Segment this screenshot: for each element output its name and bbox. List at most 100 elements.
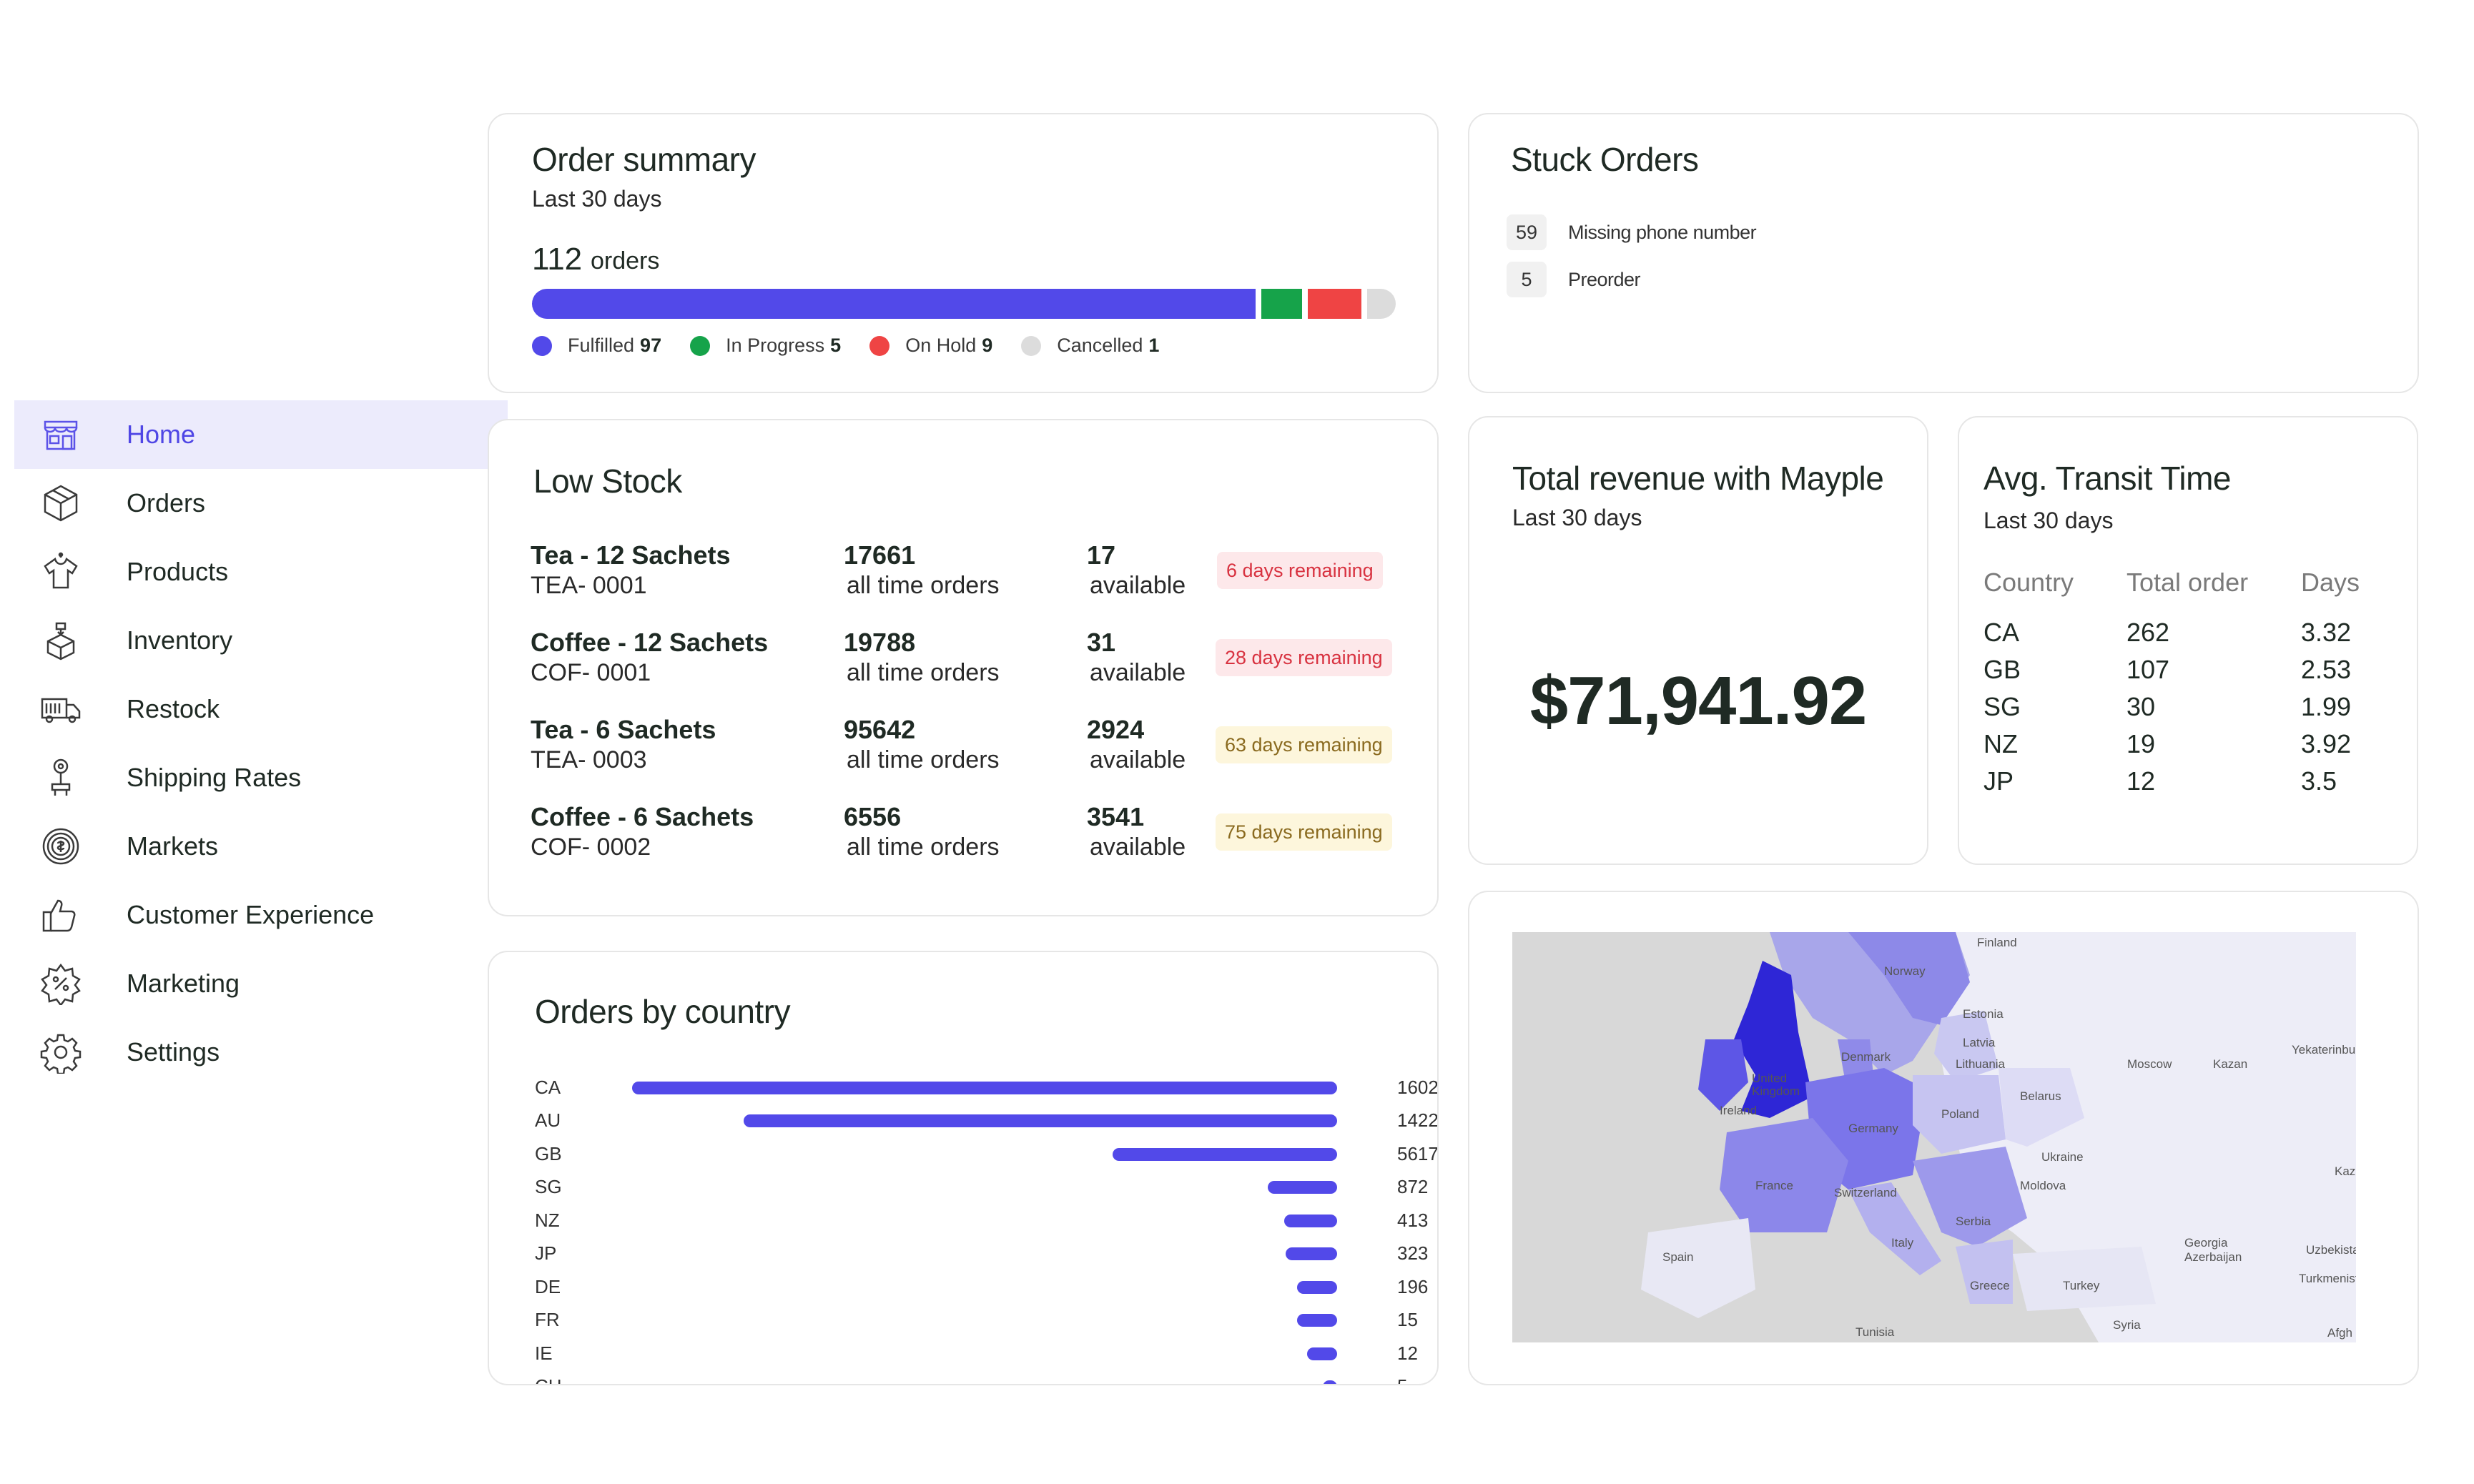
legend-on-hold: On Hold 9 [869, 335, 992, 357]
country-order-count: 413 [1397, 1210, 1429, 1231]
order-total-unit: orders [591, 247, 660, 274]
country-bar[interactable] [1286, 1247, 1337, 1260]
legend-label: On Hold [905, 335, 977, 356]
svg-text:United: United [1752, 1072, 1787, 1085]
country-bar[interactable] [1268, 1181, 1337, 1194]
sidebar-item-inventory[interactable]: Inventory [14, 606, 508, 675]
svg-text:Germany: Germany [1848, 1122, 1898, 1135]
card-title: Stuck Orders [1511, 141, 1699, 178]
sidebar-item-markets[interactable]: Markets [14, 812, 508, 881]
low-stock-row[interactable]: Coffee - 12 Sachets COF- 0001 19788 all … [531, 628, 1417, 699]
fulfilled-segment[interactable] [532, 289, 1256, 319]
stuck-order-item[interactable]: 59 Missing phone number [1507, 214, 1757, 250]
low-stock-row[interactable]: Tea - 12 Sachets TEA- 0001 17661 all tim… [531, 540, 1417, 612]
boxes-icon [39, 619, 82, 662]
country-code: NZ [535, 1210, 560, 1231]
revenue-value: $71,941.92 [1529, 663, 1867, 739]
svg-text:Georgia: Georgia [2184, 1236, 2228, 1250]
country-bar-row[interactable]: CA 16027 [535, 1077, 1437, 1098]
country-bar[interactable] [1284, 1215, 1337, 1227]
table-cell: 262 [2126, 618, 2170, 647]
product-name: Coffee - 6 Sachets [531, 802, 754, 831]
region-france[interactable] [1720, 1118, 1848, 1232]
on-hold-segment[interactable] [1308, 289, 1362, 319]
region-baltics[interactable] [1934, 1011, 1999, 1082]
country-bar-row[interactable]: SG 872 [535, 1176, 1428, 1197]
svg-text:Denmark: Denmark [1841, 1050, 1891, 1064]
table-cell: 3.92 [2301, 729, 2352, 758]
region-united-kingdom[interactable] [1734, 961, 1813, 1118]
card-title: Total revenue with Mayple [1512, 460, 1884, 497]
country-bar-row[interactable]: IE 12 [535, 1342, 1418, 1364]
country-bar-row[interactable]: GB 5617 [535, 1143, 1437, 1164]
all-time-orders-value: 17661 [844, 540, 916, 570]
country-bar[interactable] [632, 1082, 1337, 1094]
order-status-bar [532, 289, 1396, 319]
sidebar-item-home[interactable]: Home [14, 400, 508, 469]
country-code: IE [535, 1342, 553, 1364]
card-title: Low Stock [533, 462, 682, 500]
svg-text:Yekaterinburg: Yekaterinburg [2292, 1043, 2356, 1057]
table-cell: 107 [2126, 655, 2170, 684]
country-bar[interactable] [1307, 1347, 1337, 1360]
sidebar-item-shipping-rates[interactable]: Shipping Rates [14, 743, 508, 812]
region-italy[interactable] [1848, 1182, 1941, 1275]
country-bar[interactable] [1297, 1281, 1337, 1294]
region-belarus[interactable] [1999, 1068, 2084, 1147]
available-label: available [1090, 833, 1186, 861]
sidebar-item-restock[interactable]: Restock [14, 675, 508, 743]
sidebar-item-label: Marketing [127, 969, 240, 998]
stuck-label: Missing phone number [1568, 221, 1757, 243]
region-turkey[interactable] [2013, 1247, 2156, 1311]
available-value: 31 [1087, 628, 1116, 657]
sidebar-item-label: Settings [127, 1037, 220, 1067]
country-bar-row[interactable]: JP 323 [535, 1242, 1428, 1264]
target-icon [39, 825, 82, 868]
low-stock-row[interactable]: Tea - 6 Sachets TEA- 0003 95642 all time… [531, 715, 1417, 786]
sidebar-item-customer-experience[interactable]: Customer Experience [14, 881, 508, 949]
europe-choropleth-map[interactable]: Finland Norway Estonia Latvia Lithuania … [1512, 932, 2356, 1342]
region-ireland[interactable] [1698, 1039, 1748, 1111]
sidebar-item-marketing[interactable]: Marketing [14, 949, 508, 1018]
legend-label: In Progress [726, 335, 825, 356]
country-bar-row[interactable]: FR 15 [535, 1309, 1418, 1330]
days-remaining-badge: 75 days remaining [1216, 813, 1392, 851]
sidebar-item-settings[interactable]: Settings [14, 1018, 508, 1087]
svg-text:Turkey: Turkey [2063, 1279, 2100, 1292]
days-remaining-badge: 6 days remaining [1217, 552, 1383, 589]
country-bar[interactable] [1297, 1314, 1337, 1327]
sidebar-item-label: Inventory [127, 625, 233, 655]
region-greece[interactable] [1956, 1240, 2013, 1304]
legend-dot [532, 335, 552, 356]
sidebar-item-products[interactable]: Products [14, 538, 508, 606]
region-spain[interactable] [1641, 1218, 1755, 1318]
available-value: 3541 [1087, 802, 1145, 831]
cancelled-segment[interactable] [1367, 289, 1396, 319]
country-bar[interactable] [744, 1114, 1337, 1127]
country-bar[interactable] [1113, 1148, 1337, 1161]
country-bar-row[interactable]: CH 5 [535, 1375, 1414, 1384]
table-row: GB 107 2.53 [1983, 655, 2384, 692]
sidebar-item-orders[interactable]: Orders [14, 469, 508, 538]
country-bar-row[interactable]: DE 196 [535, 1276, 1428, 1297]
low-stock-row[interactable]: Coffee - 6 Sachets COF- 0002 6556 all ti… [531, 802, 1417, 874]
table-header: Country Total order Days [1983, 568, 2384, 605]
legend-value: 9 [982, 335, 993, 356]
svg-text:Kaz: Kaz [2335, 1164, 2355, 1178]
region-balkans[interactable] [1913, 1147, 2027, 1247]
total-revenue-card: Total revenue with Mayple Last 30 days $… [1468, 416, 1928, 865]
country-bar[interactable] [1323, 1380, 1337, 1384]
country-order-count: 15 [1397, 1309, 1418, 1330]
table-cell: 19 [2126, 729, 2156, 758]
region-finland-sweden[interactable] [1848, 932, 1970, 1025]
table-cell: GB [1983, 655, 2021, 684]
svg-text:Moldova: Moldova [2020, 1179, 2066, 1192]
stuck-order-item[interactable]: 5 Preorder [1507, 262, 1641, 297]
svg-text:Finland: Finland [1977, 936, 2017, 949]
svg-text:Ireland: Ireland [1720, 1104, 1757, 1117]
region-poland[interactable] [1913, 1075, 2006, 1154]
region-denmark[interactable] [1838, 1039, 1873, 1079]
country-bar-row[interactable]: AU 14220 [535, 1109, 1437, 1131]
in-progress-segment[interactable] [1261, 289, 1303, 319]
country-bar-row[interactable]: NZ 413 [535, 1210, 1428, 1231]
